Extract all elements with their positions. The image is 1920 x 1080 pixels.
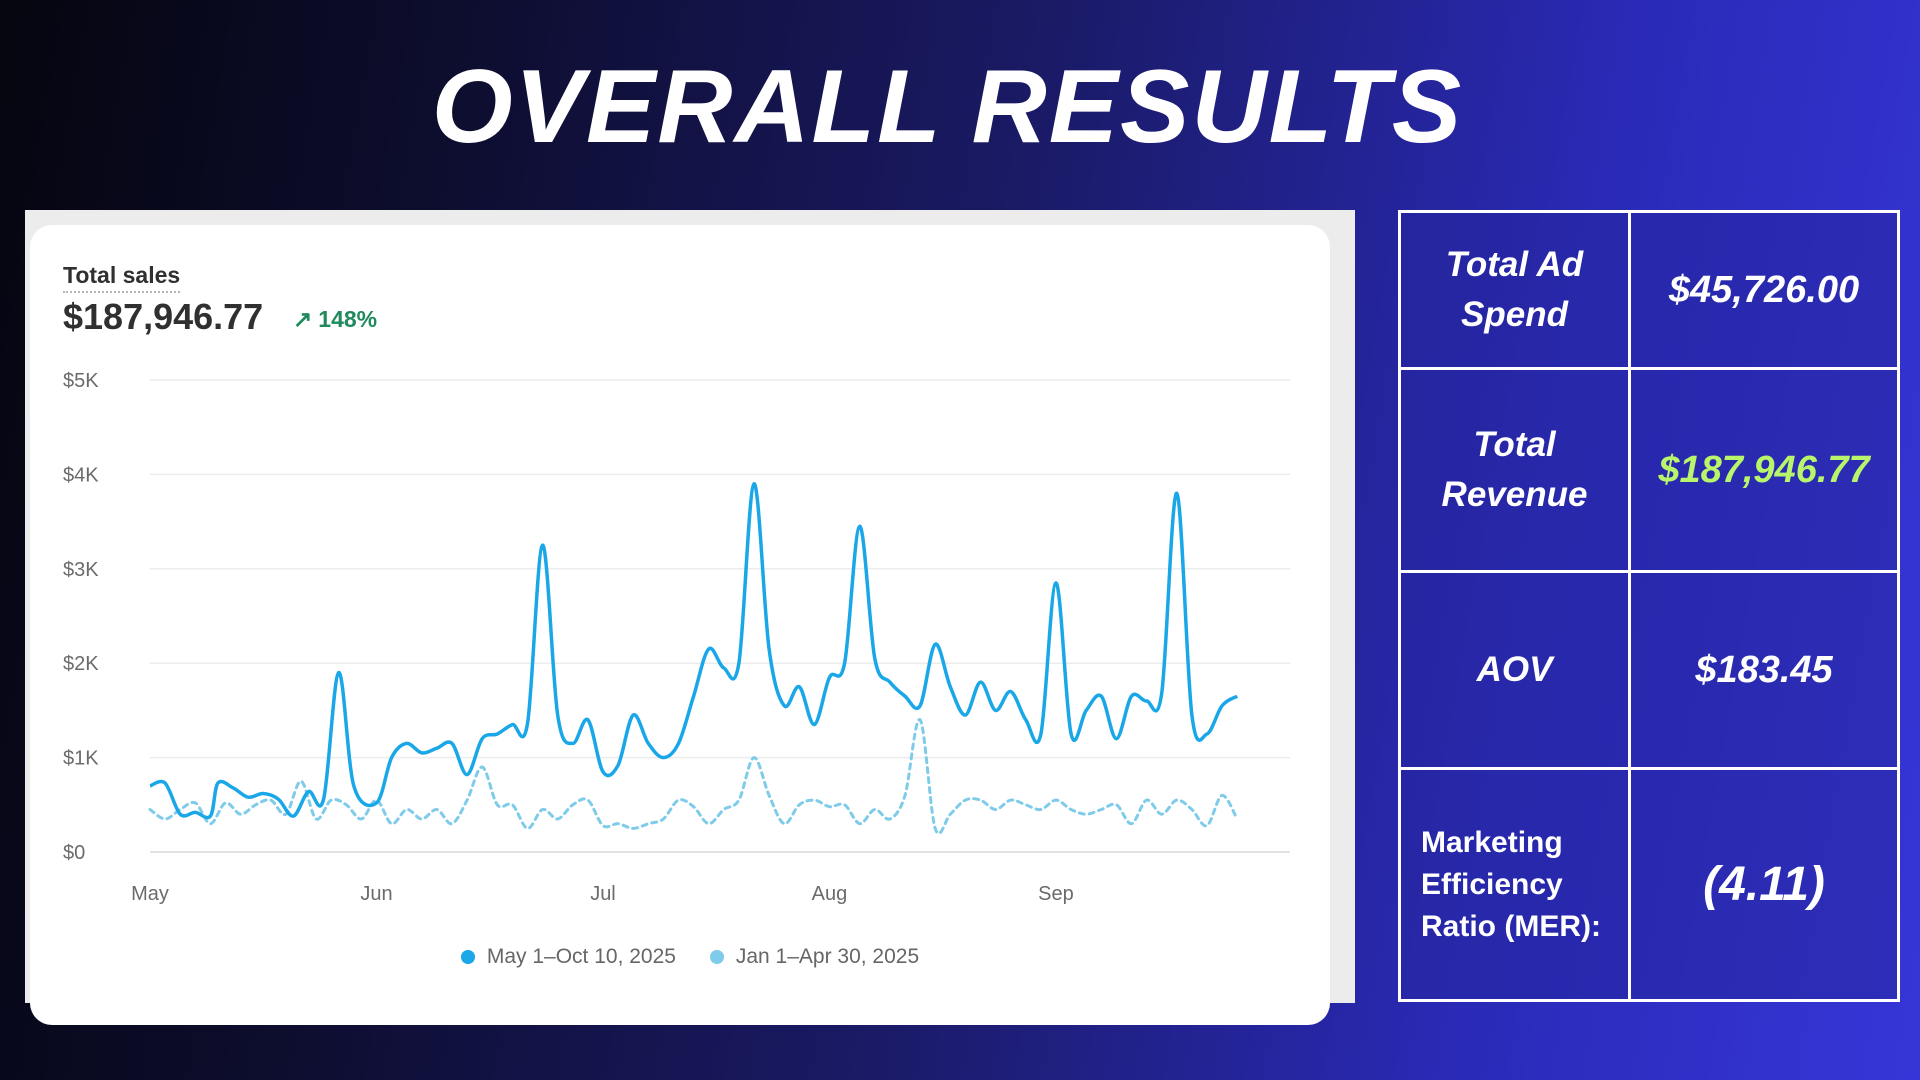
chart-legend: May 1–Oct 10, 2025 Jan 1–Apr 30, 2025 <box>25 945 1355 970</box>
metric-value-mer: (4.11) <box>1703 858 1825 911</box>
metric-row-aov: AOV $183.45 <box>1401 573 1897 770</box>
y-tick-label: $1K <box>63 748 99 770</box>
change-badge: ↗ 148% <box>293 306 377 333</box>
change-value: 148% <box>318 306 378 332</box>
metric-label-aov: AOV <box>1401 573 1631 767</box>
legend-label-current: May 1–Oct 10, 2025 <box>486 945 676 968</box>
metrics-table: Total Ad Spend $45,726.00 Total Revenue … <box>1398 210 1900 1002</box>
legend-item-current[interactable]: May 1–Oct 10, 2025 <box>460 945 676 969</box>
chart-panel: Total sales $187,946.77 ↗ 148% $0 $1K $2K $3… <box>25 210 1355 1025</box>
x-tick-label: Sep <box>1038 883 1074 905</box>
arrow-up-right-icon: ↗ <box>293 306 313 332</box>
metric-value-ad-spend: $45,726.00 <box>1668 268 1860 311</box>
metric-row-ad-spend: Total Ad Spend $45,726.00 <box>1401 213 1897 370</box>
chart-label[interactable]: Total sales <box>63 262 181 293</box>
x-tick-label: Aug <box>812 883 848 905</box>
series-line-previous <box>148 718 1239 835</box>
metric-label-mer: Marketing Efficiency Ratio (MER): <box>1401 770 1631 999</box>
legend-label-previous: Jan 1–Apr 30, 2025 <box>735 945 920 968</box>
sales-line-chart: $0 $1K $2K $3K $4K $5K May Jun Jul Aug Sep <box>63 370 1290 905</box>
y-tick-label: $2K <box>63 653 99 675</box>
y-tick-label: $3K <box>63 559 99 581</box>
y-tick-label: $4K <box>63 464 99 486</box>
metric-value-revenue: $187,946.77 <box>1658 448 1870 491</box>
metric-row-revenue: Total Revenue $187,946.77 <box>1401 370 1897 573</box>
chart-card <box>30 225 1330 1025</box>
legend-item-previous[interactable]: Jan 1–Apr 30, 2025 <box>709 945 920 969</box>
x-tick-label: Jun <box>360 883 392 905</box>
y-tick-label: $0 <box>63 842 85 864</box>
series-line-current <box>149 482 1239 820</box>
metric-value-aov: $183.45 <box>1695 648 1833 691</box>
chart-total: $187,946.77 <box>63 296 264 337</box>
y-tick-label: $5K <box>63 370 99 392</box>
metric-label-revenue: Total Revenue <box>1401 370 1631 570</box>
legend-dot-current <box>460 950 475 964</box>
metric-label-ad-spend: Total Ad Spend <box>1401 213 1631 367</box>
metric-row-mer: Marketing Efficiency Ratio (MER): (4.11) <box>1401 770 1897 999</box>
x-tick-label: Jul <box>590 883 616 905</box>
page-title: OVERALL RESULTS <box>431 49 1464 165</box>
legend-dot-previous <box>709 950 724 964</box>
x-tick-label: May <box>131 883 169 905</box>
